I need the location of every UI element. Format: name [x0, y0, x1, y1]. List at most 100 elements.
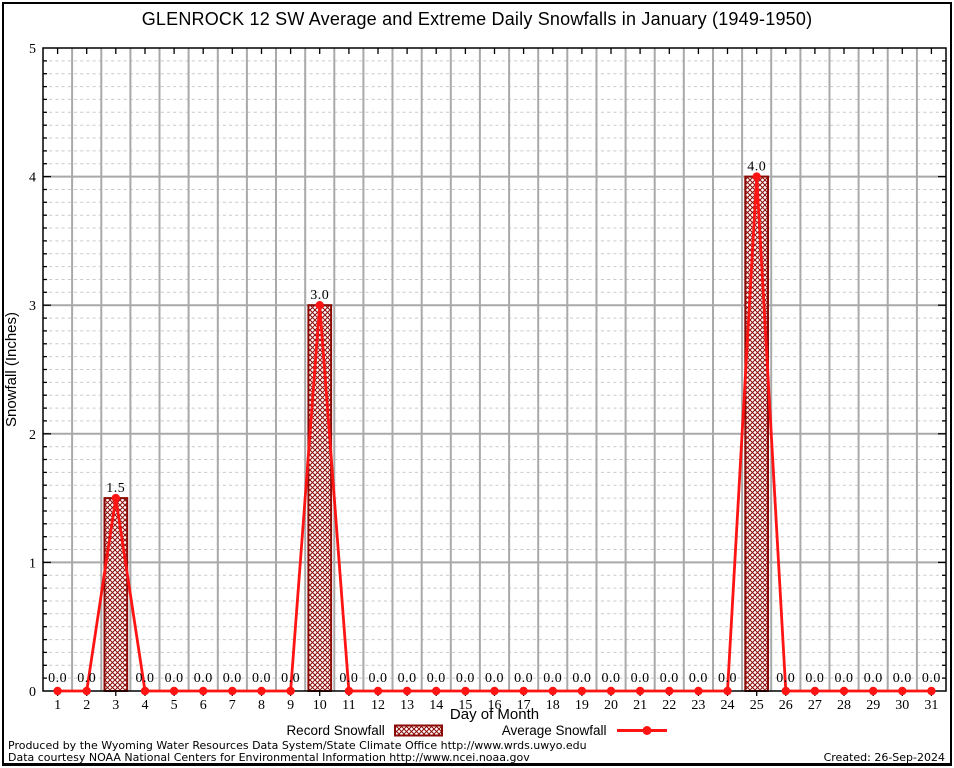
y-axis-title: Snowfall (Inches) — [3, 312, 20, 427]
value-label-day-21: 0.0 — [631, 671, 650, 686]
value-label-day-23: 0.0 — [689, 671, 708, 686]
day-label-15: 15 — [458, 698, 472, 713]
y-label-1: 1 — [29, 556, 36, 571]
average-marker-day-4 — [140, 686, 150, 696]
record-bar-day-10 — [307, 304, 333, 692]
value-label-day-10: 3.0 — [310, 288, 329, 303]
day-label-12: 12 — [371, 698, 385, 713]
day-label-20: 20 — [604, 698, 618, 713]
average-swatch-svg — [616, 726, 667, 735]
day-label-23: 23 — [691, 698, 705, 713]
average-marker-day-6 — [199, 686, 208, 696]
average-marker-day-27 — [810, 686, 820, 696]
axis-ticks — [43, 48, 946, 696]
y-label-5: 5 — [29, 42, 36, 57]
average-marker-day-25 — [752, 172, 761, 181]
average-marker-day-3 — [111, 493, 121, 503]
day-label-29: 29 — [866, 698, 880, 713]
footer-created-date: Created: 26-Sep-2024 — [823, 751, 945, 764]
legend: Record Snowfall Average Snowfall — [0, 723, 954, 738]
day-label-10: 10 — [313, 698, 327, 713]
day-label-16: 16 — [488, 698, 502, 713]
y-tick-labels: 0 1 2 3 4 5 — [29, 42, 36, 700]
average-marker-day-15 — [461, 686, 470, 696]
day-label-30: 30 — [895, 698, 909, 713]
value-label-day-29: 0.0 — [864, 671, 883, 686]
value-label-day-25: 4.0 — [747, 160, 766, 175]
record-snowfall-swatch-icon — [393, 724, 444, 737]
average-marker-day-17 — [519, 686, 528, 696]
value-label-day-19: 0.0 — [572, 671, 591, 686]
day-label-27: 27 — [808, 698, 822, 713]
value-label-day-22: 0.0 — [660, 671, 679, 686]
value-label-day-3: 1.5 — [106, 481, 125, 496]
average-marker-day-7 — [228, 686, 237, 696]
average-marker-day-26 — [781, 686, 790, 696]
day-label-25: 25 — [750, 698, 764, 713]
value-label-day-5: 0.0 — [165, 671, 184, 686]
day-label-17: 17 — [517, 698, 531, 713]
record-swatch-svg — [393, 724, 443, 737]
average-marker-day-30 — [898, 686, 907, 696]
value-label-day-8: 0.0 — [252, 671, 271, 686]
average-marker-day-29 — [869, 686, 878, 696]
average-marker-day-13 — [402, 686, 412, 696]
plot-border — [42, 47, 947, 692]
average-marker-day-8 — [257, 686, 266, 696]
value-label-day-28: 0.0 — [835, 671, 854, 686]
day-label-6: 6 — [200, 698, 207, 713]
value-label-day-30: 0.0 — [893, 671, 912, 686]
day-label-5: 5 — [171, 698, 178, 713]
value-label-day-15: 0.0 — [456, 671, 475, 686]
x-tick-labels: 1 2 3 4 5 6 7 8 9 10 11 12 13 14 15 16 17 18 19 20 21 22 23 24 2… — [54, 698, 938, 713]
y-label-2: 2 — [29, 428, 36, 443]
average-marker-day-9 — [286, 686, 295, 696]
value-label-day-13: 0.0 — [398, 671, 417, 686]
average-marker-day-2 — [82, 686, 91, 696]
value-label-day-18: 0.0 — [543, 671, 562, 686]
average-marker-day-24 — [723, 686, 732, 696]
chart-title: GLENROCK 12 SW Average and Extreme Daily… — [141, 9, 813, 29]
day-label-1: 1 — [54, 698, 61, 713]
average-marker-day-23 — [694, 686, 703, 696]
legend-label-record-snowfall: Record Snowfall — [286, 723, 385, 738]
average-marker-day-16 — [490, 686, 499, 696]
day-label-7: 7 — [229, 698, 236, 713]
y-label-4: 4 — [29, 171, 36, 186]
average-marker-day-31 — [927, 686, 936, 696]
average-snowfall-markers — [53, 172, 936, 696]
average-marker-day-14 — [432, 686, 441, 696]
average-marker-day-18 — [548, 686, 557, 696]
day-label-2: 2 — [83, 698, 90, 713]
value-label-day-4: 0.0 — [136, 671, 155, 686]
footer-data-courtesy: Data courtesy NOAA National Centers for … — [8, 751, 530, 764]
value-label-day-7: 0.0 — [223, 671, 242, 686]
record-bar-day-3 — [103, 497, 129, 692]
day-label-9: 9 — [287, 698, 294, 713]
value-label-day-14: 0.0 — [427, 671, 446, 686]
average-marker-day-20 — [606, 686, 616, 696]
value-label-day-1: 0.0 — [48, 671, 67, 686]
day-label-24: 24 — [721, 698, 735, 713]
day-label-26: 26 — [779, 698, 793, 713]
y-label-3: 3 — [29, 299, 36, 314]
footer-produced-by: Produced by the Wyoming Water Resources … — [8, 739, 587, 752]
average-marker-day-21 — [635, 686, 645, 696]
day-label-14: 14 — [429, 698, 443, 713]
value-label-day-11: 0.0 — [339, 671, 358, 686]
day-label-4: 4 — [142, 698, 149, 713]
day-label-22: 22 — [662, 698, 676, 713]
value-label-day-2: 0.0 — [77, 671, 96, 686]
average-snowfall-line-icon — [616, 724, 668, 737]
day-label-31: 31 — [924, 698, 938, 713]
legend-label-average-snowfall: Average Snowfall — [501, 723, 607, 738]
day-label-19: 19 — [575, 698, 589, 713]
average-marker-day-28 — [839, 686, 849, 696]
average-marker-day-5 — [169, 686, 179, 696]
value-label-day-9: 0.0 — [281, 671, 300, 686]
day-label-3: 3 — [112, 698, 119, 713]
value-label-day-24: 0.0 — [718, 671, 737, 686]
